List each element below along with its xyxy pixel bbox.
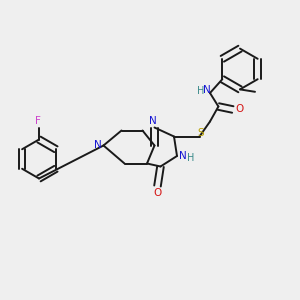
Text: S: S bbox=[197, 128, 204, 138]
Text: H: H bbox=[187, 153, 194, 164]
Text: O: O bbox=[235, 104, 244, 115]
Text: O: O bbox=[153, 188, 162, 198]
Text: N: N bbox=[149, 116, 157, 126]
Text: N: N bbox=[94, 140, 102, 151]
Text: H: H bbox=[197, 85, 205, 96]
Text: N: N bbox=[203, 85, 211, 95]
Text: F: F bbox=[34, 116, 40, 126]
Text: N: N bbox=[179, 151, 187, 161]
